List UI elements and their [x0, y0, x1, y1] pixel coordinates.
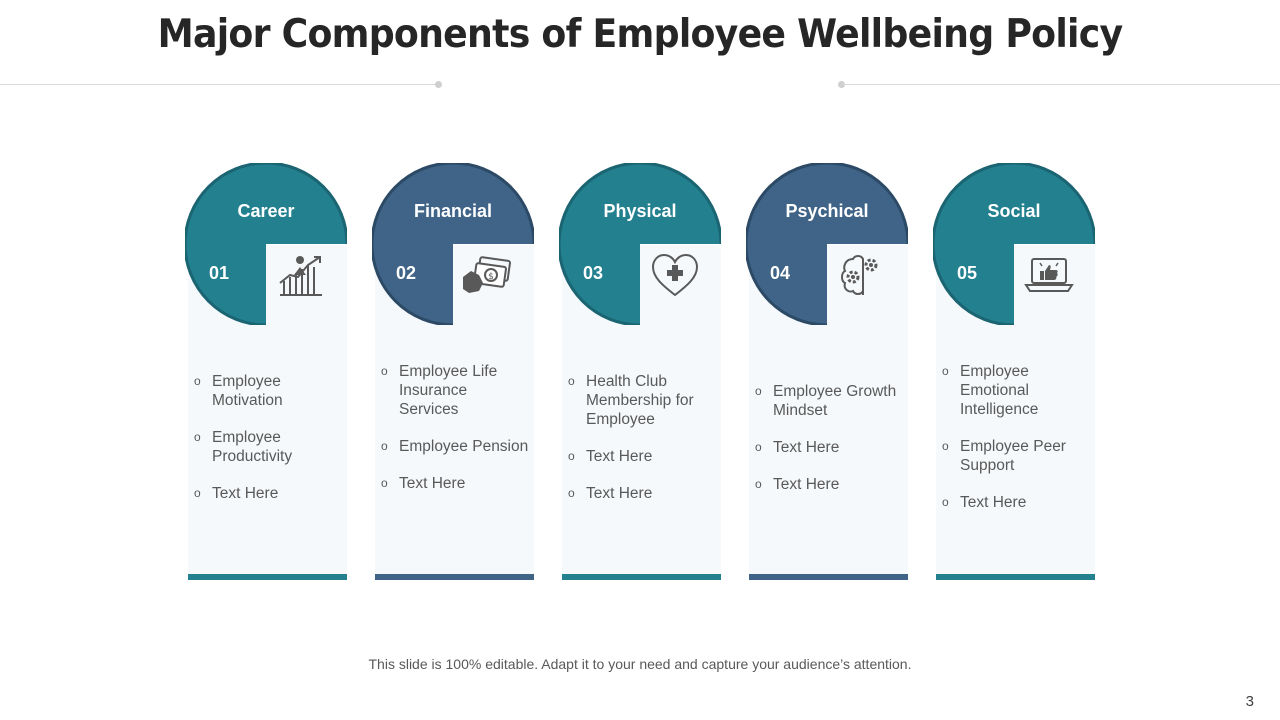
component-bullet-list: o Employee Growth Mindset o Text Here o Tex… [753, 382, 903, 512]
card-header-shape [933, 163, 1095, 325]
component-title: Financial [413, 201, 493, 221]
laptop-thumbs-up-icon [1024, 258, 1074, 292]
card-header-shape [185, 163, 347, 325]
list-item: o Text Here [755, 476, 840, 493]
svg-text:$: $ [488, 272, 494, 282]
divider-dot-left [435, 81, 442, 88]
career-growth-chart-icon [279, 256, 322, 296]
list-item: o Text Here [755, 439, 840, 456]
card-bottom-bar [749, 574, 908, 580]
footer-note: This slide is 100% editable. Adapt it to… [368, 656, 912, 672]
component-card-career: Career 01 o Employee Motivation o Employee… [185, 163, 347, 581]
list-item: o Health Club Membership for Employee [568, 373, 694, 428]
card-bottom-bar [375, 574, 534, 580]
card-bottom-bar [936, 574, 1095, 580]
list-item: o Text Here [381, 475, 466, 492]
component-number: 03 [583, 263, 604, 283]
component-title: Social [987, 201, 1041, 221]
list-item: o Employee Pension [381, 438, 529, 455]
list-item: o Employee Productivity [194, 429, 293, 465]
divider-right [842, 84, 1280, 85]
card-header-shape [372, 163, 534, 325]
divider-dot-right [838, 81, 845, 88]
list-item: o Employee Motivation [194, 373, 283, 409]
list-item: o Text Here [194, 485, 279, 502]
card-header-shape [559, 163, 721, 325]
page-number: 3 [1245, 693, 1254, 710]
component-bullet-list: o Employee Motivation o Employee Productiv… [192, 372, 342, 521]
list-item: o Employee Emotional Intelligence [942, 363, 1039, 418]
component-bullet-list: o Employee Life Insurance Services o Emplo… [379, 362, 529, 511]
component-number: 05 [957, 263, 978, 283]
component-bullet-list: o Health Club Membership for Employee o Te… [566, 372, 716, 521]
component-card-social: Social 05 o Employee Emotional Intelligen… [933, 163, 1095, 581]
list-item: o Text Here [568, 485, 653, 502]
list-item: o Employee Life Insurance Services [381, 363, 498, 418]
list-item: o Employee Peer Support [942, 438, 1066, 474]
card-bottom-bar [562, 574, 721, 580]
list-item: o Employee Growth Mindset [755, 383, 897, 419]
card-header-shape [746, 163, 908, 325]
divider-left [0, 84, 438, 85]
component-number: 01 [209, 263, 230, 283]
list-item: o Text Here [942, 494, 1027, 511]
money-hand-icon: $ [463, 256, 511, 293]
list-item: o Text Here [568, 448, 653, 465]
component-bullet-list: o Employee Emotional Intelligence o Employ… [940, 362, 1090, 530]
component-title: Psychical [785, 201, 869, 221]
component-card-financial: Financial 02 $ o Employee Life Insurance … [372, 163, 534, 581]
component-title: Physical [603, 201, 677, 221]
component-number: 02 [396, 263, 417, 283]
card-bottom-bar [188, 574, 347, 580]
component-number: 04 [770, 263, 791, 283]
component-title: Career [237, 201, 295, 221]
heart-health-icon [651, 253, 699, 297]
component-card-physical: Physical 03 o Health Club Membership for … [559, 163, 721, 581]
slide-title: Major Components of Employee Wellbeing P… [157, 12, 1123, 57]
brain-gears-icon [841, 255, 878, 295]
